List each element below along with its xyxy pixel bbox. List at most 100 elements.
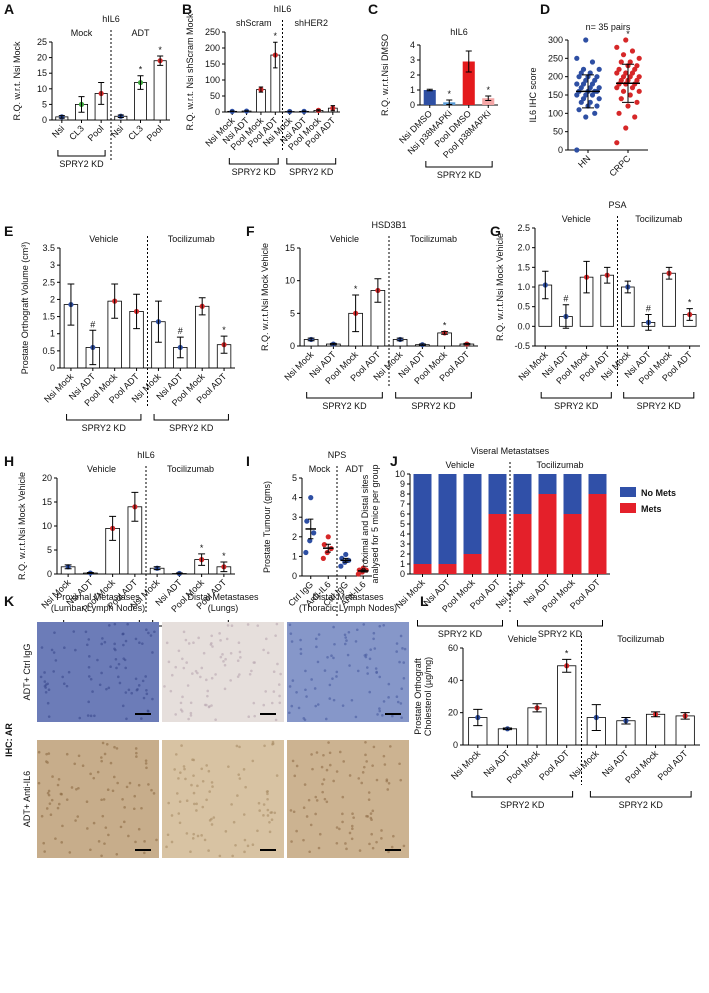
tissue-texture xyxy=(58,778,61,781)
tissue-texture xyxy=(289,624,292,627)
y-tick-label: 5 xyxy=(292,473,297,483)
tissue-texture xyxy=(302,839,305,842)
y-tick-label: 4 xyxy=(410,40,415,50)
tissue-texture xyxy=(363,766,366,769)
tissue-texture xyxy=(351,825,354,828)
tissue-texture xyxy=(58,803,61,806)
tissue-texture xyxy=(278,701,281,704)
tissue-texture xyxy=(321,791,324,794)
y-tick-label: 10 xyxy=(395,469,405,479)
tissue-texture xyxy=(224,688,227,691)
y-tick-label: 250 xyxy=(548,53,563,63)
tissue-texture xyxy=(141,642,144,645)
tissue-texture xyxy=(135,752,138,755)
y-tick-label: 50 xyxy=(553,127,563,137)
tissue-texture xyxy=(146,693,149,696)
y-axis-label: Cholesterol (µg/mg) xyxy=(423,657,433,736)
data-point xyxy=(623,125,628,130)
tissue-texture xyxy=(329,764,332,767)
y-tick-label: 1.5 xyxy=(517,262,530,272)
tissue-texture xyxy=(135,638,138,641)
tissue-texture xyxy=(124,667,127,670)
tissue-texture xyxy=(366,672,369,675)
tissue-texture xyxy=(200,667,203,670)
tissue-texture xyxy=(135,747,138,750)
y-tick-label: 3 xyxy=(50,260,55,270)
y-axis-label: Proximal and Distal sites xyxy=(360,474,370,573)
tissue-texture xyxy=(122,657,125,660)
tissue-texture xyxy=(224,658,227,661)
tissue-texture xyxy=(100,643,103,646)
column-title: Distal Metastases xyxy=(187,592,259,602)
tissue-texture xyxy=(145,628,148,631)
x-tick-label: Pool xyxy=(86,123,106,143)
tissue-texture xyxy=(211,781,214,784)
tissue-texture xyxy=(275,719,278,722)
bar-segment xyxy=(564,474,582,514)
tissue-texture xyxy=(219,639,222,642)
tissue-texture xyxy=(231,624,234,627)
tissue-texture xyxy=(211,785,214,788)
tissue-texture xyxy=(195,809,198,812)
y-tick-label: 50 xyxy=(210,91,220,101)
tissue-texture xyxy=(174,713,177,716)
tissue-texture xyxy=(189,850,192,853)
bracket xyxy=(287,158,336,164)
y-tick-label: 1.0 xyxy=(517,282,530,292)
bar xyxy=(558,666,576,745)
tissue-texture xyxy=(372,638,375,641)
legend-label: Mets xyxy=(641,504,662,514)
tissue-texture xyxy=(271,702,274,705)
tissue-texture xyxy=(292,679,295,682)
significance: * xyxy=(354,284,358,294)
column-title: (Lumbar Lymph Nodes) xyxy=(51,603,145,613)
tissue-texture xyxy=(372,847,375,850)
tissue-texture xyxy=(202,780,205,783)
tissue-texture xyxy=(181,657,184,660)
bracket xyxy=(154,414,228,420)
tissue-texture xyxy=(46,682,49,685)
group-label: Vehicle xyxy=(87,464,116,474)
error-bar xyxy=(87,573,94,574)
significance: * xyxy=(222,551,226,561)
tissue-texture xyxy=(298,707,301,710)
tissue-texture xyxy=(266,798,269,801)
bar xyxy=(154,61,166,120)
y-tick-label: 5 xyxy=(400,519,405,529)
tissue-texture xyxy=(102,742,105,745)
tissue-texture xyxy=(51,799,54,802)
tissue-texture xyxy=(179,822,182,825)
tissue-texture xyxy=(357,670,360,673)
tissue-texture xyxy=(171,674,174,677)
data-point xyxy=(576,107,581,112)
tissue-texture xyxy=(181,696,184,699)
panel-letter: D xyxy=(540,1,550,17)
tissue-texture xyxy=(117,676,120,679)
y-tick-label: 8 xyxy=(400,489,405,499)
tissue-texture xyxy=(107,788,110,791)
tissue-texture xyxy=(145,762,148,765)
significance: * xyxy=(688,298,692,308)
y-tick-label: 0 xyxy=(290,341,295,351)
tissue-texture xyxy=(185,661,188,664)
y-tick-label: 1 xyxy=(400,559,405,569)
tissue-texture xyxy=(341,796,344,799)
tissue-texture xyxy=(45,760,48,763)
column-title: Proximal Metastases xyxy=(56,592,140,602)
tissue-texture xyxy=(278,695,281,698)
tissue-texture xyxy=(186,832,189,835)
tissue-texture xyxy=(108,624,111,627)
data-point xyxy=(590,59,595,64)
y-tick-label: 150 xyxy=(548,90,563,100)
tissue-texture xyxy=(233,821,236,824)
tissue-texture xyxy=(370,817,373,820)
significance: # xyxy=(178,326,183,336)
tissue-texture xyxy=(77,787,80,790)
tissue-texture xyxy=(338,828,341,831)
tissue-texture xyxy=(332,626,335,629)
tissue-texture xyxy=(193,803,196,806)
data-point xyxy=(597,85,602,90)
tissue-texture xyxy=(192,837,195,840)
bar xyxy=(256,90,265,112)
y-tick-label: 25 xyxy=(37,37,47,47)
